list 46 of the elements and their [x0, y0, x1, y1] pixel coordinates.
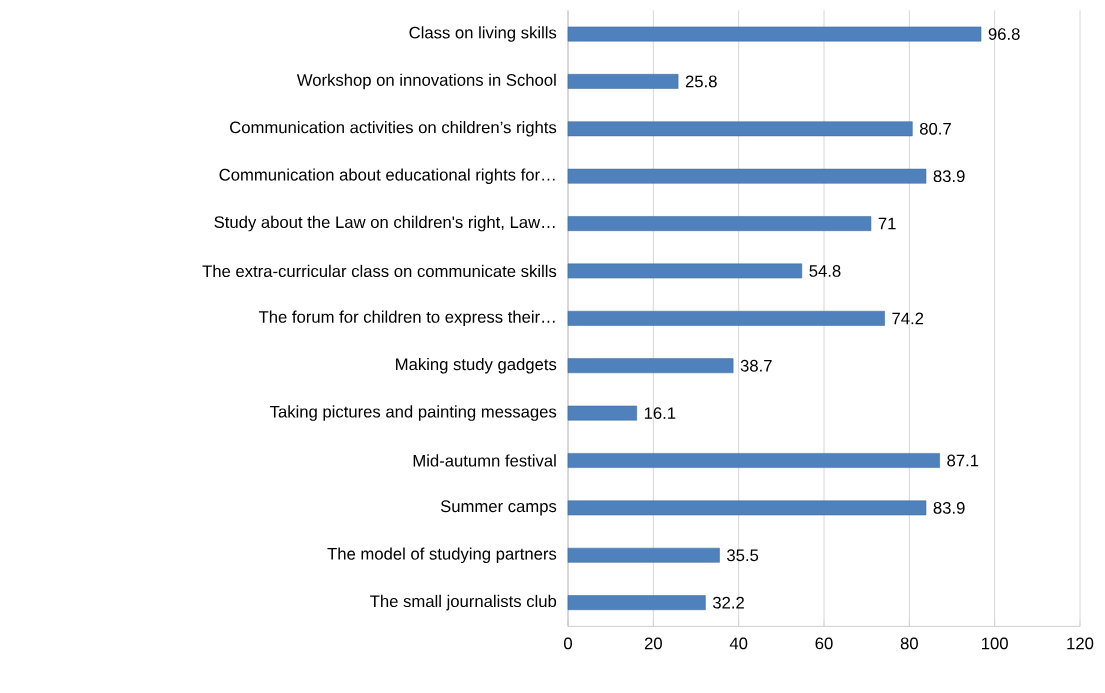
data-label: 96.8	[988, 28, 1020, 40]
bar	[567, 26, 982, 42]
x-tick-label: 100	[982, 637, 1008, 650]
bar	[567, 405, 637, 421]
x-tick-label: 0	[564, 637, 572, 650]
y-tick-label: Mid-autumn festival	[413, 454, 556, 467]
y-tick-label: Class on living skills	[409, 26, 557, 42]
data-label: 32.2	[712, 596, 744, 609]
data-label: 83.9	[933, 170, 965, 183]
y-tick-label: Communication activities on children’s rights	[230, 121, 557, 137]
data-label: 87.1	[947, 454, 979, 467]
data-label: 83.9	[933, 501, 965, 514]
data-label: 35.5	[727, 549, 759, 562]
bar	[567, 216, 872, 231]
data-label: 25.8	[685, 75, 717, 88]
data-label: 16.1	[644, 407, 676, 420]
bar	[567, 121, 913, 137]
y-tick-label: The extra-curricular class on communicate skills	[202, 264, 557, 278]
y-tick-label: Communication about educational rights for…	[219, 168, 555, 184]
bar	[567, 263, 803, 279]
data-label: 38.7	[740, 359, 772, 372]
y-tick-label: Summer camps	[440, 500, 557, 516]
bar	[567, 310, 885, 326]
data-label: 80.7	[919, 122, 951, 135]
y-tick-label: Study about the Law on children's right, Law…	[214, 215, 555, 232]
bar	[567, 547, 720, 563]
y-tick-label: The small journalists club	[370, 594, 557, 611]
bar	[567, 358, 734, 374]
y-tick-label: Workshop on innovations in School	[296, 73, 556, 90]
bar	[567, 595, 706, 611]
x-tick-label: 120	[1067, 637, 1094, 650]
bar	[567, 453, 940, 468]
y-tick-label: Taking pictures and painting messages	[270, 405, 557, 421]
data-label: 54.8	[809, 265, 841, 277]
x-tick-label: 20	[644, 637, 662, 650]
bar	[567, 500, 927, 516]
y-tick-label: Making study gadgets	[396, 357, 557, 374]
y-tick-label: The forum for children to express their…	[258, 310, 555, 327]
data-label: 71	[878, 217, 896, 230]
y-tick-label: The model of studying partners	[327, 547, 557, 564]
x-tick-label: 40	[729, 637, 748, 650]
bar	[567, 168, 927, 184]
data-label: 74.2	[892, 312, 924, 325]
bar	[567, 74, 679, 89]
x-tick-label: 60	[815, 637, 833, 650]
x-tick-label: 80	[900, 637, 918, 650]
